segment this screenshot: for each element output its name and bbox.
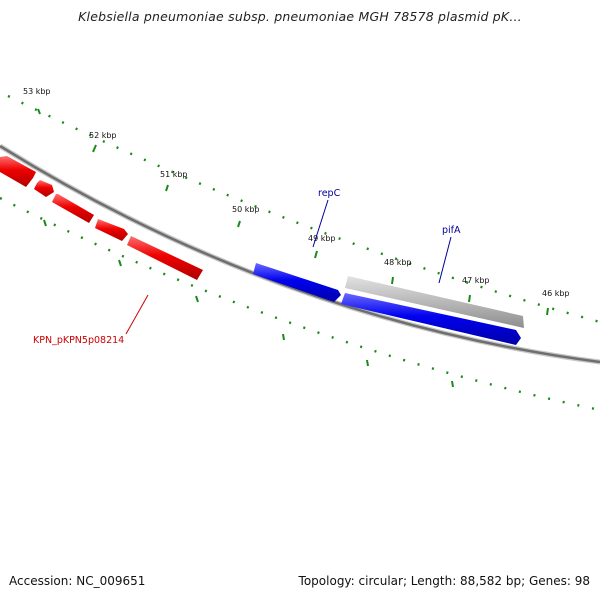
gray-genes: [345, 276, 524, 328]
leader-line: [125, 294, 149, 335]
major-tick: [314, 250, 318, 259]
gene-arrow: [341, 293, 521, 345]
major-tick: [468, 294, 471, 303]
gene-arrow: [127, 236, 203, 280]
inner-major-ticks: [43, 219, 454, 388]
blue-genes: [253, 263, 521, 345]
major-ticks: [37, 108, 549, 316]
leader-line: [438, 236, 452, 284]
gene-arrow: [0, 156, 36, 187]
scale-label: 48 kbp: [384, 258, 412, 267]
backbone: [0, 143, 600, 365]
scale-label: 53 kbp: [23, 87, 51, 96]
major-tick: [546, 307, 549, 316]
leader-line: [312, 199, 329, 248]
major-tick: [118, 259, 122, 267]
scale-label: 50 kbp: [232, 205, 260, 214]
major-tick: [366, 359, 369, 367]
gene-arrow: [52, 194, 94, 223]
map-title: Klebsiella pneumoniae subsp. pneumoniae …: [78, 9, 522, 24]
leader-lines: [125, 199, 452, 335]
gene-arrow: [34, 180, 54, 197]
outer-tick-ring: [7, 94, 600, 324]
scale-label: 51 kbp: [160, 170, 188, 179]
inner-tick-ring: [0, 196, 600, 412]
scale-label: 49 kbp: [308, 234, 336, 243]
scale-label: 46 kbp: [542, 289, 570, 298]
major-tick: [391, 276, 394, 285]
red-genes: [0, 156, 203, 280]
gene-label-kpn: KPN_pKPN5p08214: [33, 335, 124, 346]
major-tick: [237, 220, 241, 228]
major-tick: [92, 144, 97, 153]
major-tick: [195, 295, 199, 303]
gene-arrow: [345, 276, 524, 328]
gene-arrow: [95, 219, 128, 241]
major-tick: [451, 380, 454, 388]
scale-label: 47 kbp: [462, 276, 490, 285]
scale-labels: 53 kbp 52 kbp 51 kbp 50 kbp 49 kbp 48 kb…: [23, 87, 570, 298]
major-tick: [282, 333, 285, 341]
accession-text: Accession: NC_009651: [9, 574, 146, 588]
gene-label-repC: repC: [318, 188, 341, 199]
gene-arrow: [253, 263, 341, 302]
summary-text: Topology: circular; Length: 88,582 bp; G…: [298, 574, 590, 588]
gene-label-pifA: pifA: [442, 225, 461, 236]
major-tick: [165, 184, 169, 192]
major-tick: [43, 219, 47, 227]
scale-label: 52 kbp: [89, 131, 117, 140]
major-tick: [37, 108, 41, 115]
gene-labels: repC pifA KPN_pKPN5p08214: [33, 188, 461, 346]
